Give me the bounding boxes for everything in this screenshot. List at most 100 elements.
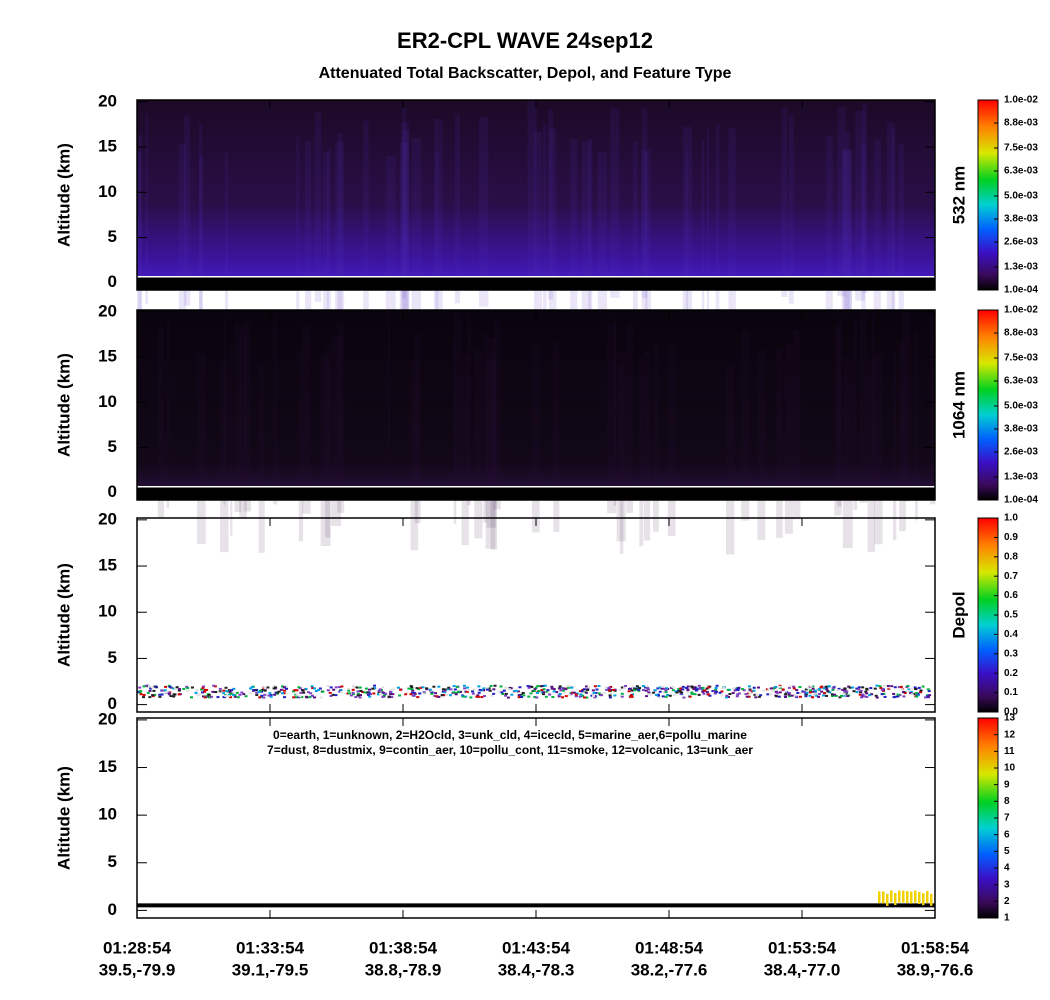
backscatter-streak bbox=[434, 119, 443, 310]
backscatter-streak bbox=[258, 362, 265, 553]
depol-pixel bbox=[504, 686, 508, 689]
backscatter-streak bbox=[757, 350, 766, 541]
depol-pixel bbox=[748, 688, 752, 691]
depol-pixel bbox=[455, 685, 459, 688]
x-tick-coord: 38.9,-76.6 bbox=[897, 960, 974, 979]
depol-pixel bbox=[499, 685, 503, 688]
depol-pixel bbox=[679, 688, 683, 691]
depol-pixel bbox=[377, 691, 381, 694]
depol-pixel bbox=[295, 693, 299, 696]
depol-pixel bbox=[897, 686, 901, 689]
depol-pixel bbox=[269, 695, 273, 698]
depol-pixel bbox=[698, 687, 702, 690]
depol-pixel bbox=[919, 689, 923, 692]
depol-pixel bbox=[566, 684, 570, 687]
depol-pixel bbox=[347, 689, 351, 692]
depol-pixel bbox=[352, 685, 356, 688]
depol-pixel bbox=[316, 689, 320, 692]
depol-pixel bbox=[641, 685, 645, 688]
depol-pixel bbox=[880, 688, 884, 691]
depol-pixel bbox=[452, 685, 456, 688]
backscatter-streak bbox=[326, 150, 331, 341]
depol-pixel bbox=[788, 685, 792, 688]
depol-pixel bbox=[914, 687, 918, 690]
colorbar-tick-label: 0.2 bbox=[1004, 668, 1018, 679]
feature-aerosol bbox=[886, 893, 889, 906]
depol-pixel bbox=[865, 695, 869, 698]
colorbar-tick-label: 7 bbox=[1004, 813, 1010, 824]
depol-pixel bbox=[351, 691, 355, 694]
depol-pixel bbox=[809, 689, 813, 692]
depol-pixel bbox=[195, 689, 199, 692]
depol-pixel bbox=[557, 694, 561, 697]
feature-aerosol bbox=[894, 893, 897, 906]
backscatter-streak bbox=[225, 152, 229, 343]
y-tick-label: 20 bbox=[98, 301, 117, 320]
depol-pixel bbox=[567, 686, 571, 689]
backscatter-streak bbox=[197, 354, 206, 545]
y-tick-label: 0 bbox=[108, 900, 117, 919]
depol-pixel bbox=[702, 692, 706, 695]
depol-pixel bbox=[390, 696, 394, 699]
colorbar-tick-label: 12 bbox=[1004, 729, 1016, 740]
depol-pixel bbox=[927, 690, 931, 693]
backscatter-streak bbox=[399, 142, 408, 333]
depol-pixel bbox=[338, 686, 342, 689]
depol-pixel bbox=[410, 688, 414, 691]
depol-pixel bbox=[741, 688, 745, 691]
feature-aerosol bbox=[898, 890, 901, 903]
colorbar-tick-label: 1 bbox=[1004, 913, 1010, 924]
backscatter-streak bbox=[837, 106, 846, 297]
colorbar-tick-label: 0.4 bbox=[1004, 629, 1018, 640]
depol-pixel bbox=[865, 692, 869, 695]
depol-pixel bbox=[347, 692, 351, 695]
depol-pixel bbox=[384, 692, 388, 695]
depol-pixel bbox=[428, 688, 432, 691]
depol-pixel bbox=[339, 691, 343, 694]
depol-pixel bbox=[311, 687, 315, 690]
depol-pixel bbox=[174, 686, 178, 689]
depol-pixel bbox=[690, 686, 694, 689]
depol-pixel bbox=[212, 684, 216, 687]
depol-pixel bbox=[358, 686, 362, 689]
depol-pixel bbox=[379, 692, 383, 695]
depol-pixel bbox=[806, 687, 810, 690]
colorbar-tick-label: 11 bbox=[1004, 746, 1015, 757]
depol-pixel bbox=[172, 695, 176, 698]
depol-pixel bbox=[482, 689, 486, 692]
backscatter-streak bbox=[323, 151, 329, 342]
depol-pixel bbox=[608, 696, 612, 699]
depol-pixel bbox=[298, 695, 302, 698]
depol-pixel bbox=[825, 688, 829, 691]
backscatter-streak bbox=[581, 141, 591, 332]
backscatter-streak bbox=[183, 115, 191, 306]
depol-pixel bbox=[836, 689, 840, 692]
depol-pixel bbox=[620, 686, 624, 689]
depol-pixel bbox=[748, 692, 752, 695]
depol-pixel bbox=[177, 688, 181, 691]
depol-pixel bbox=[476, 695, 480, 698]
depol-pixel bbox=[487, 687, 491, 690]
depol-pixel bbox=[568, 685, 572, 688]
depol-pixel bbox=[230, 689, 234, 692]
depol-pixel bbox=[407, 687, 411, 690]
depol-pixel bbox=[411, 694, 415, 697]
depol-pixel bbox=[817, 695, 821, 698]
depol-pixel bbox=[409, 693, 413, 696]
depol-pixel bbox=[624, 685, 628, 688]
backscatter-streak bbox=[915, 330, 918, 521]
depol-pixel bbox=[441, 688, 445, 691]
depol-pixel bbox=[845, 690, 849, 693]
depol-pixel bbox=[462, 695, 466, 698]
backscatter-streak bbox=[414, 333, 421, 524]
depol-pixel bbox=[635, 687, 639, 690]
feature-aerosol bbox=[930, 893, 933, 906]
depol-pixel bbox=[909, 692, 913, 695]
depol-pixel bbox=[295, 689, 299, 692]
depol-pixel bbox=[593, 685, 597, 688]
backscatter-streak bbox=[337, 133, 343, 324]
backscatter-streak bbox=[137, 152, 142, 343]
depol-pixel bbox=[260, 689, 264, 692]
depol-pixel bbox=[817, 688, 821, 691]
depol-pixel bbox=[355, 686, 359, 689]
